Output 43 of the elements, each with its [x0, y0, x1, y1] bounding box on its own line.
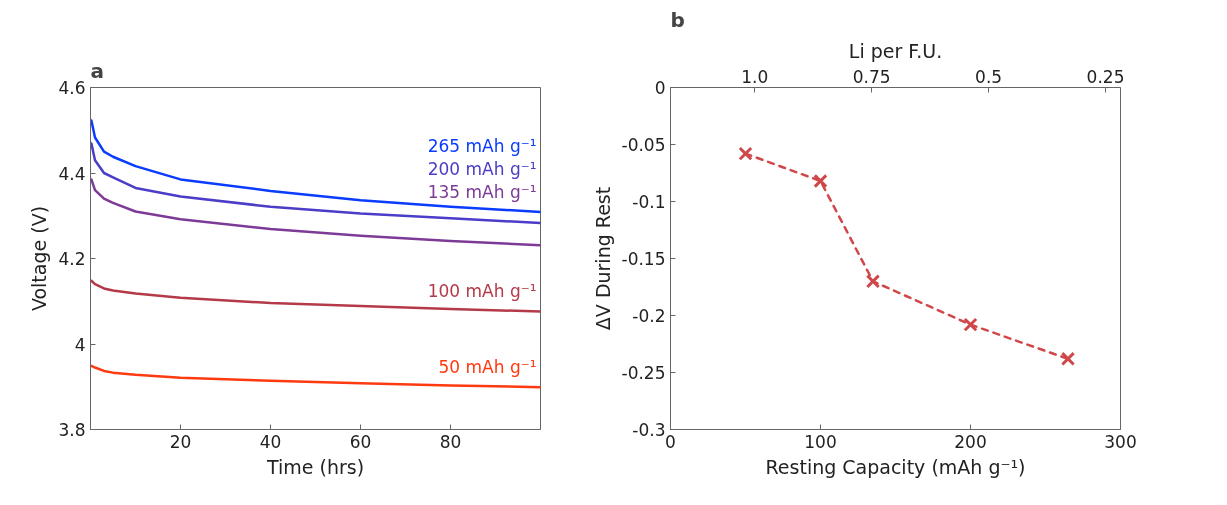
series-label: 100 mAh g⁻¹ — [427, 281, 537, 302]
y-tick-label: 4.6 — [58, 78, 86, 98]
y-tick-label: 4.2 — [58, 249, 86, 269]
text: 200 mAh g⁻¹ — [427, 158, 537, 179]
x-tick-label: 20 — [169, 431, 192, 452]
x2-tick-label: 0.5 — [975, 66, 1003, 87]
x-tick-label: 200 — [954, 431, 987, 452]
chart-title: a — [90, 58, 104, 83]
text: 265 mAh g⁻¹ — [427, 135, 537, 156]
y-tick-label: -0.25 — [621, 363, 666, 383]
x2-tick-label: 1.0 — [741, 66, 769, 87]
text: 135 mAh g⁻¹ — [427, 181, 537, 202]
y-axis-title: Voltage (V) — [28, 205, 51, 312]
x-axis-title: Resting Capacity (mAh g⁻¹) — [765, 455, 1026, 478]
x-tick-label: 60 — [349, 431, 372, 452]
line-series — [90, 178, 541, 247]
chart-title: b — [670, 7, 685, 32]
x2-tick-label: 0.75 — [852, 66, 891, 87]
y-tick-label: 4 — [74, 334, 86, 355]
series-label: 50 mAh g⁻¹ — [438, 356, 537, 377]
point — [813, 173, 828, 189]
y-axis-title: ΔV During Rest — [591, 186, 614, 331]
y-tick-label: 4.4 — [58, 163, 86, 184]
point — [963, 317, 978, 332]
x2-axis-title: Li per F.U. — [848, 39, 943, 62]
y-tick-label: -0.2 — [632, 306, 666, 326]
y-tick-label: -0.3 — [632, 420, 666, 440]
y-tick-label: 0 — [654, 78, 666, 98]
x-tick-label: 100 — [804, 431, 837, 452]
x-tick-label: 300 — [1104, 431, 1137, 452]
y-tick-label: -0.15 — [621, 249, 666, 269]
y-tick-label: -0.05 — [621, 135, 666, 155]
y-tick-label: 3.8 — [58, 420, 86, 440]
point — [865, 274, 881, 289]
point — [738, 146, 753, 161]
x-axis-title: Time (hrs) — [265, 455, 365, 478]
point — [1060, 351, 1076, 366]
line-series — [90, 119, 541, 214]
x-tick-label: 80 — [439, 431, 462, 452]
x2-tick-label: 0.25 — [1086, 66, 1125, 87]
x-tick-label: 40 — [259, 431, 282, 452]
y-tick-label: -0.1 — [632, 192, 666, 212]
line-series — [90, 279, 541, 313]
